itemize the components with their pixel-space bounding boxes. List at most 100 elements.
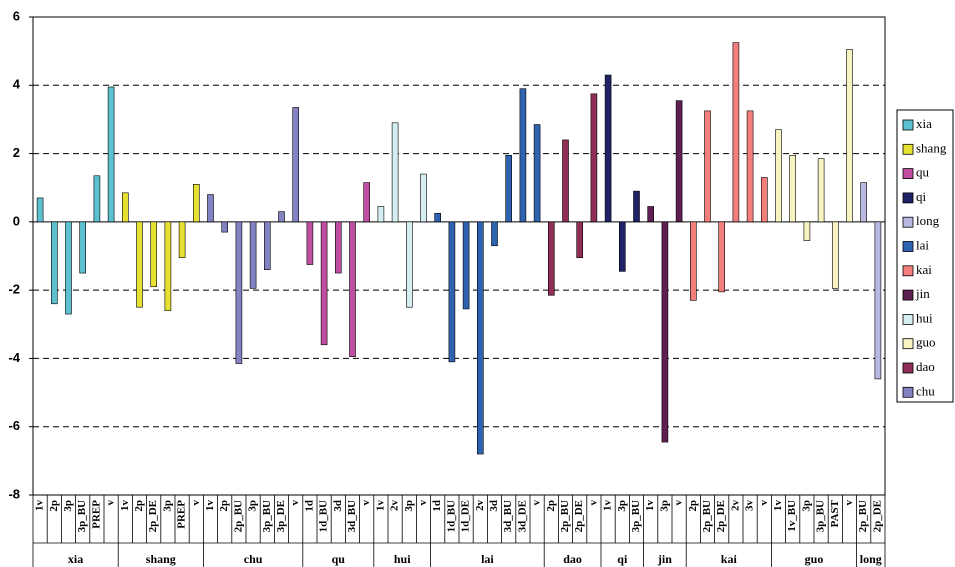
x-tick-label: 2p xyxy=(218,500,230,512)
bar xyxy=(306,221,314,265)
x-tick-label: 2p_DE xyxy=(147,500,159,532)
x-tick-label: 3p xyxy=(161,500,173,512)
legend-swatch xyxy=(902,386,914,398)
x-tick-label: 1d xyxy=(431,500,443,512)
y-tick-label: 0 xyxy=(13,213,20,228)
x-tick-label: 2p xyxy=(687,500,699,512)
bar xyxy=(491,221,498,247)
bar xyxy=(349,221,356,358)
x-tick-label: 3p_BU xyxy=(630,500,642,532)
legend-label: jin xyxy=(915,286,930,301)
bar xyxy=(775,129,782,223)
x-tick-label: 3p xyxy=(403,500,415,512)
x-tick-label: 3d_BU xyxy=(346,500,358,532)
x-tick-label: 3p_BU xyxy=(261,500,273,532)
plot-frame xyxy=(32,16,886,496)
bar xyxy=(36,197,44,223)
x-tick-label: 1v xyxy=(602,500,614,512)
bar xyxy=(207,194,214,223)
bar xyxy=(732,42,740,223)
group-label: qu xyxy=(332,552,346,566)
bar xyxy=(150,221,157,288)
x-tick-label: v xyxy=(190,500,202,506)
legend-label: guo xyxy=(916,335,936,350)
bar xyxy=(334,221,342,274)
bar xyxy=(235,221,243,364)
x-tick-label: 2p xyxy=(48,500,60,512)
bar xyxy=(136,221,143,308)
bar xyxy=(718,221,726,293)
x-tick-label: 1d_BU xyxy=(318,500,330,532)
x-tick-label: 2p_BU xyxy=(701,500,713,532)
legend-swatch xyxy=(902,119,914,131)
bar xyxy=(65,221,72,315)
group-label: kai xyxy=(721,552,738,566)
x-tick-label: v xyxy=(758,500,770,506)
group-label: qi xyxy=(617,552,628,566)
group-label: dao xyxy=(563,552,582,566)
bar xyxy=(746,110,754,223)
x-tick-label: 2p xyxy=(133,500,145,512)
bar xyxy=(462,221,470,310)
legend-swatch xyxy=(902,143,914,155)
legend-swatch xyxy=(902,289,914,301)
legend-label: hui xyxy=(916,310,933,325)
bar xyxy=(576,221,584,259)
bar xyxy=(831,221,839,289)
x-tick-label: 1v_BU xyxy=(786,500,798,532)
x-tick-label: 1d xyxy=(303,500,315,512)
bar xyxy=(519,88,527,223)
x-tick-label: 1d_BU xyxy=(445,500,457,532)
legend-swatch xyxy=(902,241,914,252)
x-tick-label: v xyxy=(289,500,301,506)
x-tick-label: 2p_DE xyxy=(871,500,883,532)
bar xyxy=(79,221,86,274)
x-tick-label: v xyxy=(673,500,685,506)
x-tick-label: 3p xyxy=(62,500,74,512)
x-tick-label: 3d xyxy=(488,500,500,512)
bar xyxy=(562,139,569,223)
x-tick-label: 3d_DE xyxy=(516,500,528,532)
x-tick-label: 2v xyxy=(729,500,741,512)
x-tick-label: v xyxy=(417,500,429,506)
bar xyxy=(604,74,612,223)
x-tick-label: 1v xyxy=(644,500,656,512)
legend-label: shang xyxy=(916,140,947,155)
y-tick-label: 6 xyxy=(13,8,20,23)
group-label: chu xyxy=(244,552,263,566)
bar xyxy=(675,100,683,223)
legend-swatch xyxy=(902,338,914,350)
x-tick-label: v xyxy=(531,500,543,506)
legend-label: chu xyxy=(916,383,935,398)
legend-swatch xyxy=(902,192,914,204)
bar xyxy=(434,213,442,223)
legend-swatch xyxy=(902,362,914,374)
x-tick-label: 1d_DE xyxy=(460,500,472,532)
x-tick-label: 3p xyxy=(800,500,812,512)
legend-label: xia xyxy=(916,116,932,131)
x-tick-label: 3p_BU xyxy=(76,500,88,532)
group-label: xia xyxy=(68,552,83,566)
bar xyxy=(50,221,58,305)
legend-label: qu xyxy=(916,165,930,180)
bar xyxy=(178,221,186,259)
x-tick-label: 3p_BU xyxy=(815,500,827,532)
x-tick-label: v xyxy=(360,500,372,506)
x-tick-label: 2p_DE xyxy=(715,500,727,532)
bar xyxy=(817,158,825,223)
x-tick-label: 2v xyxy=(474,500,486,512)
x-tick-label: 1v xyxy=(34,500,46,512)
bar xyxy=(278,211,285,223)
x-tick-label: 2p_BU xyxy=(232,500,244,532)
legend-label: long xyxy=(916,213,940,228)
x-tick-label: 3d_BU xyxy=(502,500,514,532)
bar xyxy=(292,107,300,223)
x-tick-label: 2v xyxy=(389,500,401,512)
bar xyxy=(661,221,669,443)
bar xyxy=(760,177,768,223)
bar xyxy=(618,221,626,272)
x-tick-label: 1v xyxy=(772,500,784,512)
x-tick-label: v xyxy=(843,500,855,506)
bar xyxy=(320,221,328,346)
